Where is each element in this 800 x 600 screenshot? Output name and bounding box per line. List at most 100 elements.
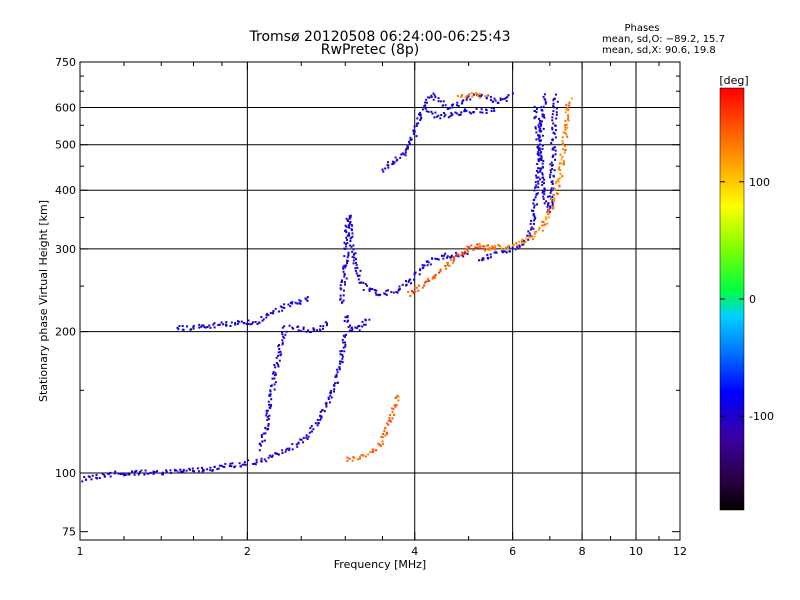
data-point	[552, 102, 555, 105]
data-point	[271, 377, 274, 380]
data-point	[492, 247, 494, 249]
data-point	[346, 262, 348, 265]
data-point	[243, 463, 246, 466]
data-point	[497, 244, 500, 247]
data-point	[544, 216, 547, 219]
data-point	[277, 354, 279, 357]
data-point	[540, 123, 543, 126]
data-point	[539, 127, 542, 130]
data-point	[550, 198, 553, 201]
data-point	[90, 478, 93, 481]
data-point	[493, 97, 496, 100]
data-point	[420, 116, 422, 119]
data-point	[475, 107, 478, 110]
data-point	[414, 290, 417, 293]
data-point	[451, 104, 454, 107]
data-point	[230, 321, 233, 324]
data-point	[493, 248, 496, 251]
data-point	[351, 255, 354, 258]
data-point	[327, 396, 330, 399]
x-tick-label: 2	[244, 545, 251, 558]
data-point	[319, 410, 322, 413]
data-point	[241, 463, 244, 466]
data-point	[528, 235, 530, 238]
data-point	[206, 326, 209, 328]
data-point	[550, 189, 552, 192]
data-point	[202, 469, 205, 472]
data-point	[371, 451, 374, 453]
data-point	[367, 453, 370, 456]
data-point	[299, 300, 302, 303]
data-point	[319, 325, 322, 328]
data-point	[499, 97, 502, 100]
data-point	[535, 131, 538, 134]
data-point	[532, 214, 535, 217]
data-point	[542, 115, 545, 118]
data-point	[430, 96, 433, 98]
data-point	[209, 326, 212, 329]
data-point	[457, 104, 460, 107]
data-point	[95, 476, 98, 479]
data-point	[505, 251, 508, 254]
data-point	[276, 453, 279, 455]
data-point	[541, 113, 544, 116]
colorbar-tick-label: 0	[749, 293, 756, 306]
data-point	[426, 260, 429, 263]
data-point	[275, 362, 278, 364]
data-point	[354, 267, 357, 270]
data-point	[322, 327, 324, 330]
data-point	[552, 199, 555, 202]
data-point	[561, 148, 564, 151]
data-point	[532, 210, 535, 212]
data-point	[533, 218, 536, 221]
data-point	[269, 393, 272, 396]
data-point	[551, 128, 554, 131]
data-point	[300, 438, 303, 441]
data-point	[275, 356, 278, 359]
data-point	[364, 318, 367, 321]
data-point	[542, 197, 545, 200]
data-point	[373, 289, 376, 291]
data-point	[270, 455, 273, 458]
data-point	[417, 122, 420, 125]
data-point	[434, 111, 437, 114]
data-point	[543, 116, 546, 119]
data-point	[548, 210, 551, 213]
data-point	[533, 206, 536, 209]
data-point	[247, 319, 250, 322]
colorbar-ticks: 100 0 -100	[720, 176, 774, 423]
data-point	[444, 267, 447, 270]
data-point	[266, 418, 269, 421]
data-point	[564, 124, 567, 127]
data-point	[437, 100, 440, 103]
data-point	[306, 296, 309, 299]
data-point	[562, 163, 565, 166]
data-point	[260, 436, 263, 438]
data-point	[493, 246, 496, 249]
data-point	[257, 321, 260, 324]
data-point	[530, 219, 533, 222]
data-point	[455, 112, 458, 115]
data-point	[133, 470, 136, 473]
data-point	[529, 234, 532, 237]
data-point	[538, 129, 541, 132]
data-point	[316, 424, 319, 427]
trace	[258, 325, 288, 452]
data-point	[348, 226, 351, 229]
data-point	[201, 466, 203, 469]
data-point	[460, 95, 463, 98]
data-point	[312, 428, 315, 431]
data-point	[462, 255, 465, 258]
data-point	[557, 192, 559, 195]
x-tick-label: 4	[411, 545, 418, 558]
data-point	[565, 104, 568, 106]
data-point	[530, 226, 533, 229]
data-point	[393, 161, 396, 164]
data-point	[198, 326, 201, 329]
data-point	[310, 430, 313, 433]
data-point	[338, 360, 341, 363]
data-point	[345, 277, 348, 280]
data-point	[362, 281, 365, 284]
data-point	[452, 259, 455, 262]
data-point	[131, 470, 133, 473]
